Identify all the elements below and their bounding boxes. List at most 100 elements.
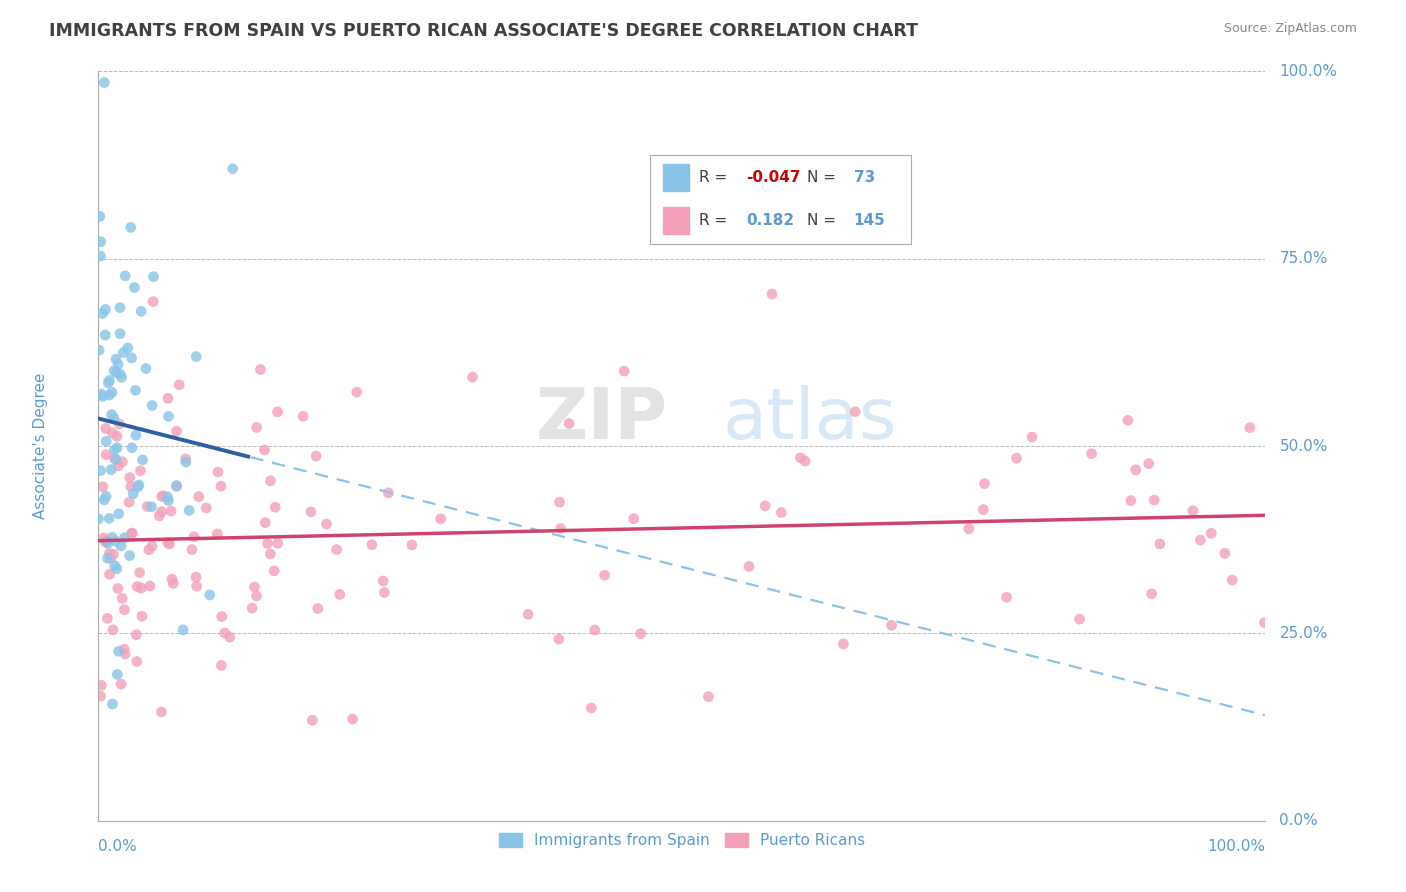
Point (1080, 447, 1102, 461)
Point (1021, 430, 1043, 444)
Point (880, 618, 903, 632)
Point (307, 601, 329, 615)
Point (101, 425, 124, 440)
Point (172, 623, 194, 637)
Point (121, 526, 143, 541)
Bar (662, 164, 689, 191)
Point (129, 464, 152, 478)
Point (129, 304, 152, 318)
Point (150, 504, 173, 518)
Point (1119, 493, 1142, 508)
Point (98, 388, 121, 402)
Point (1143, 493, 1166, 508)
Text: R =: R = (699, 213, 733, 227)
Point (104, 533, 127, 548)
Point (166, 479, 188, 493)
Point (770, 506, 793, 520)
Point (107, 357, 129, 371)
Text: 0.0%: 0.0% (1279, 814, 1319, 828)
Point (104, 352, 127, 367)
Point (329, 587, 352, 601)
Point (136, 500, 159, 514)
Point (623, 512, 645, 526)
Point (166, 424, 188, 438)
Point (94, 421, 117, 435)
Point (127, 480, 149, 494)
Point (174, 455, 197, 469)
Point (207, 465, 229, 479)
Point (346, 385, 368, 400)
Point (118, 549, 141, 563)
Point (1137, 457, 1160, 471)
Point (139, 579, 162, 593)
Point (135, 361, 157, 376)
Point (697, 690, 720, 704)
Point (1189, 533, 1212, 547)
Point (150, 705, 173, 719)
Legend: Immigrants from Spain, Puerto Ricans: Immigrants from Spain, Puerto Ricans (492, 827, 872, 855)
Point (547, 632, 569, 646)
Point (93, 492, 115, 507)
Point (103, 547, 125, 561)
Point (96, 434, 118, 449)
Text: IMMIGRANTS FROM SPAIN VS PUERTO RICAN ASSOCIATE'S DEGREE CORRELATION CHART: IMMIGRANTS FROM SPAIN VS PUERTO RICAN AS… (49, 22, 918, 40)
Point (377, 486, 399, 500)
Text: 145: 145 (853, 213, 886, 227)
Point (181, 542, 204, 557)
Point (142, 294, 165, 309)
Point (89, 249, 111, 263)
Point (98, 511, 121, 525)
Point (789, 450, 811, 465)
Point (96, 611, 118, 625)
Point (305, 449, 328, 463)
Point (157, 409, 180, 424)
Point (160, 504, 183, 518)
Text: Source: ZipAtlas.com: Source: ZipAtlas.com (1223, 22, 1357, 36)
Point (150, 490, 173, 504)
Point (105, 452, 128, 467)
Point (101, 530, 124, 544)
Point (96, 448, 118, 462)
Point (461, 370, 484, 384)
Point (315, 517, 337, 532)
Point (90, 387, 112, 401)
Point (973, 476, 995, 491)
Text: 75.0%: 75.0% (1279, 252, 1327, 266)
Point (105, 366, 128, 380)
Point (98, 547, 121, 561)
Point (104, 558, 127, 573)
Point (131, 609, 153, 624)
Point (118, 495, 141, 509)
Point (138, 542, 160, 557)
Point (124, 280, 146, 294)
Point (292, 409, 315, 424)
Point (94, 535, 117, 549)
Point (110, 539, 132, 553)
Point (209, 658, 232, 673)
Point (253, 442, 276, 457)
Text: R =: R = (699, 170, 733, 185)
Point (754, 499, 776, 513)
Point (972, 502, 994, 516)
Point (186, 579, 208, 593)
Point (1213, 546, 1236, 560)
Point (112, 345, 135, 359)
Point (98, 374, 121, 388)
Point (112, 642, 135, 657)
Point (360, 538, 382, 552)
Point (104, 451, 127, 466)
Point (325, 542, 347, 557)
Point (91, 306, 114, 320)
Point (266, 536, 288, 550)
Point (100, 408, 122, 422)
Point (264, 500, 287, 515)
Text: 50.0%: 50.0% (1279, 439, 1327, 453)
Point (152, 489, 174, 503)
Point (121, 351, 143, 365)
Point (148, 508, 170, 523)
Text: ZIP: ZIP (536, 385, 668, 454)
Point (209, 479, 232, 493)
Point (550, 522, 572, 536)
Point (108, 417, 131, 431)
Point (1069, 612, 1091, 626)
